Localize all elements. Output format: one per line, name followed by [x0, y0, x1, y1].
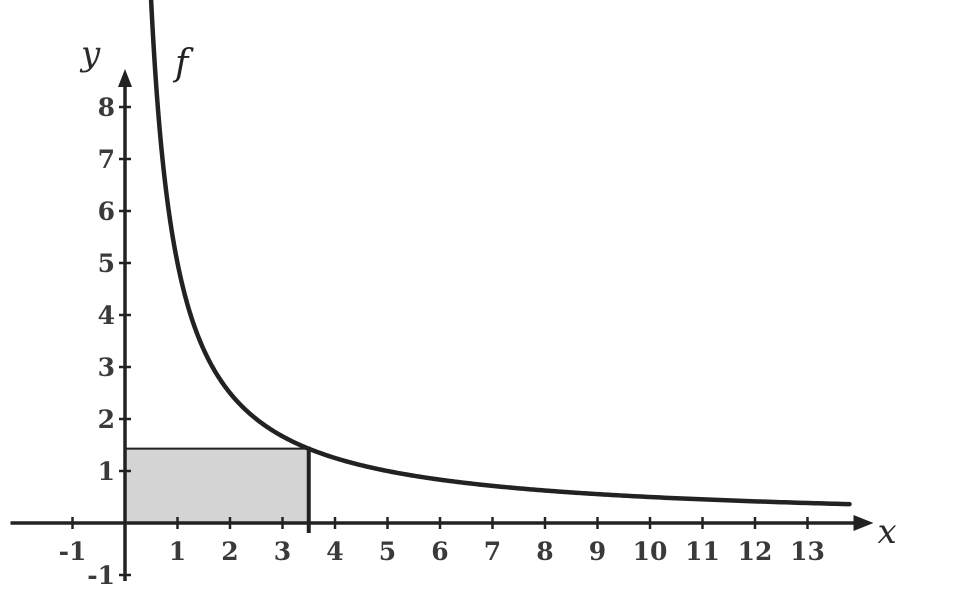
x-tick-label: 5 — [379, 537, 396, 566]
y-tick-label: 7 — [98, 145, 115, 174]
axes-layer — [10, 69, 874, 581]
x-tick-label: 11 — [685, 537, 720, 566]
y-tick-label: 8 — [98, 93, 115, 122]
x-tick-label: -1 — [59, 537, 87, 566]
y-tick-label: -1 — [87, 561, 115, 590]
shaded-rectangle — [124, 447, 310, 525]
x-tick-label: 8 — [536, 537, 553, 566]
y-tick-label: 1 — [98, 457, 115, 486]
y-tick-label: 3 — [98, 353, 115, 382]
x-tick-label: 1 — [169, 537, 186, 566]
x-axis-label: x — [878, 512, 897, 552]
curve-f — [148, 0, 852, 507]
x-tick-label: 10 — [633, 537, 668, 566]
y-tick-label: 6 — [98, 197, 115, 226]
curve-layer — [148, 0, 852, 507]
y-tick-label: 2 — [98, 405, 115, 434]
y-tick-label: 4 — [98, 301, 115, 330]
x-tick-label: 13 — [790, 537, 825, 566]
x-tick-label: 7 — [484, 537, 501, 566]
shaded-rectangle-layer — [124, 446, 311, 533]
y-tick-label: 5 — [98, 249, 115, 278]
y-axis-arrow — [118, 69, 132, 87]
x-tick-label: 6 — [431, 537, 448, 566]
x-axis-arrow — [853, 515, 874, 531]
x-tick-label: 4 — [326, 537, 343, 566]
x-tick-label: 2 — [221, 537, 238, 566]
x-tick-label: 9 — [589, 537, 606, 566]
function-label: f — [172, 43, 194, 84]
x-tick-label: 12 — [738, 537, 773, 566]
x-tick-label: 3 — [274, 537, 291, 566]
y-axis-label: y — [79, 34, 101, 74]
